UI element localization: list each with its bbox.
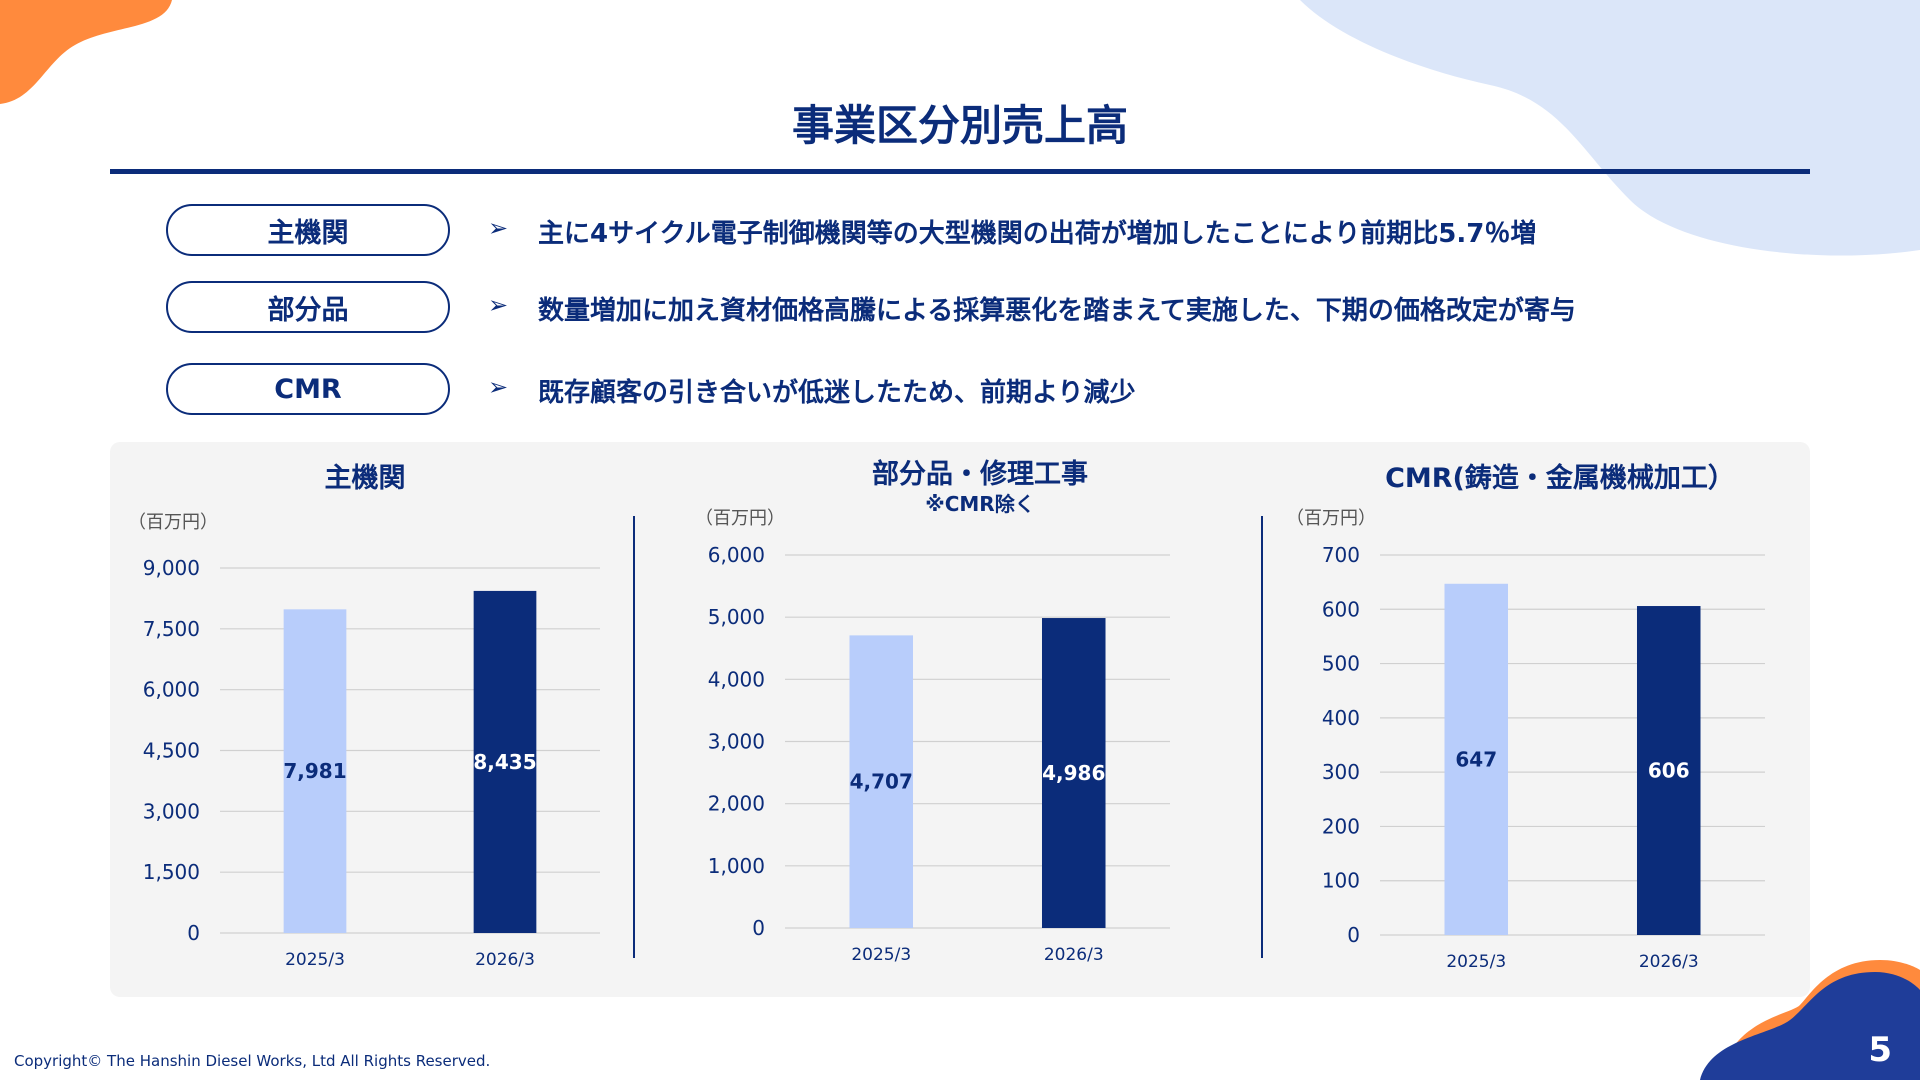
page-number: 5 [1868,1030,1892,1070]
y-tick-label: 9,000 [143,556,200,580]
bar-chart-parts: 0 1,000 2,000 3,000 4,000 5,000 6,000 4,707 2025… [708,543,1170,965]
arrow-bullet-icon: ➢ [488,214,509,242]
page-title: 事業区分別売上高 [791,101,1128,150]
segment-comment: 既存顧客の引き合いが低迷したため、前期より減少 [538,378,1136,408]
x-tick-label: 2025/3 [1446,952,1506,972]
chart-title: CMR(鋳造・金属機械加工） [1385,463,1735,494]
unit-label: （百万円） [128,512,218,533]
y-tick-label: 7,500 [143,617,200,641]
chart-title: 主機関 [324,463,406,494]
unit-label: （百万円） [695,508,785,529]
chart-divider [1261,516,1263,958]
bar-chart-cmr: 0 100 200 300 400 500 600 700 647 2025/3 606 2026/3 [1322,543,1765,972]
y-tick-label: 300 [1322,760,1360,784]
decorative-blue-blob [1300,0,1920,256]
data-label: 8,435 [473,750,536,774]
y-tick-label: 5,000 [708,605,765,629]
chart-divider [633,516,635,958]
y-tick-label: 200 [1322,814,1360,838]
bar [473,590,537,933]
bar [283,609,347,933]
y-tick-label: 500 [1322,652,1360,676]
segment-comment: 主に4サイクル電子制御機関等の大型機関の出荷が増加したことにより前期比5.7％増 [538,219,1537,249]
x-tick-label: 2026/3 [1044,945,1104,965]
chart-subtitle: ※CMR除く [925,492,1035,516]
y-tick-label: 100 [1322,869,1360,893]
data-label: 7,981 [283,759,346,783]
y-tick-label: 2,000 [708,792,765,816]
decorative-orange-blob [0,0,172,104]
y-tick-label: 6,000 [708,543,765,567]
x-tick-label: 2026/3 [1639,952,1699,972]
y-tick-label: 0 [752,916,765,940]
segment-pill: 主機関 [166,204,450,256]
bar [849,635,914,928]
x-tick-label: 2025/3 [285,950,345,970]
copyright-text: Copyright© The Hanshin Diesel Works, Ltd… [14,1052,491,1070]
y-tick-label: 6,000 [143,678,200,702]
y-tick-label: 0 [1347,923,1360,947]
title-underline [110,169,1810,174]
x-tick-label: 2026/3 [475,950,535,970]
arrow-bullet-icon: ➢ [488,373,509,401]
bar-chart-main-engine: 0 1,500 3,000 4,500 6,000 7,500 9,000 7,981 2025… [143,556,600,970]
decorative-corner-blob [1700,960,1920,1080]
y-tick-label: 3,000 [708,730,765,754]
segment-row-main-engine: 主機関 ➢ 主に4サイクル電子制御機関等の大型機関の出荷が増加したことにより前期… [166,204,1666,256]
arrow-bullet-icon: ➢ [488,291,509,319]
bar [1041,618,1106,928]
y-tick-label: 0 [187,921,200,945]
data-label: 4,707 [850,770,913,794]
bar [1444,583,1509,935]
y-tick-label: 400 [1322,706,1360,730]
y-tick-label: 3,000 [143,799,200,823]
segment-pill: 部分品 [166,281,450,333]
y-tick-label: 700 [1322,543,1360,567]
chart-title: 部分品・修理工事 [872,459,1088,490]
segment-pill: CMR [166,363,450,415]
data-label: 4,986 [1042,761,1105,785]
data-label: 647 [1455,747,1497,771]
y-tick-label: 4,000 [708,667,765,691]
data-label: 606 [1648,759,1690,783]
segment-row-parts: 部分品 ➢ 数量増加に加え資材価格高騰による採算悪化を踏まえて実施した、下期の価… [166,281,1666,333]
y-tick-label: 600 [1322,597,1360,621]
unit-label: （百万円） [1286,508,1376,529]
y-tick-label: 1,000 [708,854,765,878]
y-tick-label: 4,500 [143,739,200,763]
segment-row-cmr: CMR ➢ 既存顧客の引き合いが低迷したため、前期より減少 [166,363,1666,415]
segment-comment: 数量増加に加え資材価格高騰による採算悪化を踏まえて実施した、下期の価格改定が寄与 [538,296,1576,326]
chart-panel [110,442,1810,997]
y-tick-label: 1,500 [143,860,200,884]
x-tick-label: 2025/3 [851,945,911,965]
bar [1636,606,1701,935]
